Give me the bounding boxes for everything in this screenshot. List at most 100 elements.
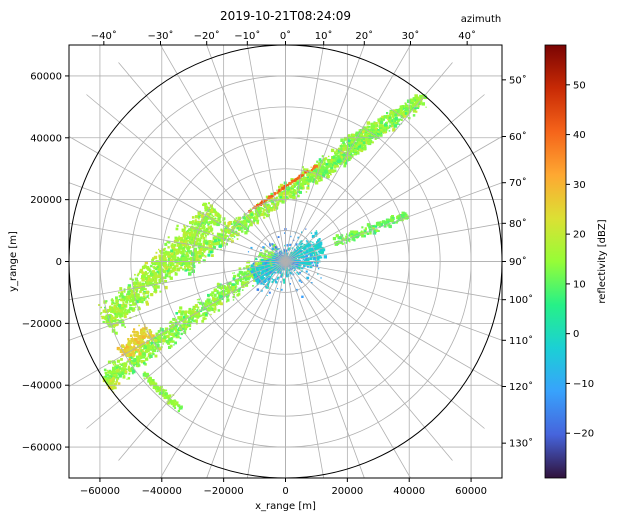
echo-pixel — [314, 231, 318, 235]
echo-pixel — [320, 167, 324, 171]
echo-pixel — [113, 368, 116, 371]
echo-pixel — [255, 273, 259, 278]
echo-pixel — [139, 335, 143, 339]
echo-pixel — [290, 191, 294, 194]
echo-pixel — [145, 302, 149, 306]
echo-pixel — [136, 348, 138, 351]
echo-pixel — [121, 362, 124, 365]
echo-pixel — [111, 373, 116, 377]
echo-pixel — [216, 289, 219, 292]
echo-pixel — [137, 309, 139, 311]
echo-pixel — [271, 243, 274, 246]
echo-pixel — [300, 240, 303, 243]
echo-pixel — [162, 394, 164, 396]
echo-pixel — [352, 148, 354, 150]
echo-pixel — [288, 197, 290, 200]
echo-pixel — [108, 375, 112, 379]
echo-pixel — [131, 308, 135, 312]
echo-pixel — [156, 386, 160, 391]
echo-pixel — [269, 195, 272, 199]
y-tick-label: −20000 — [22, 319, 62, 330]
echo-pixel — [247, 251, 250, 253]
echo-pixel — [171, 322, 175, 326]
echo-pixel — [225, 290, 227, 292]
echo-pixel — [151, 336, 154, 338]
echo-pixel — [281, 185, 284, 188]
echo-pixel — [181, 310, 184, 314]
echo-pixel — [138, 364, 141, 367]
echo-pixel — [119, 349, 124, 353]
echo-pixel — [220, 248, 222, 251]
echo-pixel — [346, 233, 348, 236]
echo-pixel — [371, 141, 374, 144]
echo-pixel — [269, 271, 272, 274]
echo-pixel — [276, 248, 279, 250]
echo-pixel — [138, 307, 141, 311]
echo-pixel — [421, 102, 425, 106]
echo-pixel — [159, 279, 163, 282]
echo-pixel — [277, 191, 279, 194]
echo-pixel — [197, 245, 201, 249]
echo-pixel — [307, 175, 311, 178]
echo-pixel — [399, 118, 401, 121]
echo-pixel — [215, 212, 218, 215]
echo-pixel — [186, 323, 189, 326]
echo-pixel — [305, 191, 308, 193]
echo-pixel — [374, 137, 377, 140]
echo-pixel — [189, 320, 192, 322]
echo-pixel — [152, 352, 155, 356]
echo-pixel — [174, 407, 177, 409]
echo-pixel — [171, 268, 174, 271]
echo-pixel — [263, 216, 266, 219]
echo-pixel — [192, 240, 195, 243]
echo-pixel — [127, 366, 131, 369]
echo-pixel — [394, 113, 397, 117]
echo-pixel — [182, 234, 187, 238]
echo-pixel — [298, 243, 300, 245]
echo-pixel — [303, 243, 307, 248]
echo-pixel — [418, 103, 421, 105]
echo-pixel — [193, 232, 196, 235]
echo-pixel — [153, 291, 155, 293]
echo-pixel — [281, 186, 284, 190]
echo-pixel — [202, 237, 206, 240]
echo-pixel — [403, 212, 407, 216]
echo-pixel — [151, 258, 154, 262]
echo-pixel — [211, 217, 214, 220]
echo-pixel — [276, 208, 278, 210]
echo-pixel — [148, 329, 152, 332]
echo-pixel — [296, 261, 300, 264]
echo-pixel — [160, 390, 162, 392]
echo-pixel — [115, 296, 118, 300]
echo-pixel — [197, 306, 200, 309]
echo-pixel — [190, 241, 193, 244]
echo-pixel — [305, 171, 307, 174]
echo-pixel — [146, 281, 150, 285]
echo-pixel — [337, 152, 339, 155]
echo-pixel — [220, 228, 223, 231]
echo-pixel — [214, 213, 218, 217]
echo-pixel — [115, 311, 118, 313]
echo-pixel — [176, 267, 181, 272]
echo-pixel — [260, 272, 263, 274]
echo-pixel — [204, 304, 207, 308]
echo-pixel — [415, 101, 419, 105]
echo-pixel — [136, 340, 140, 345]
echo-pixel — [107, 360, 112, 364]
echo-pixel — [189, 328, 191, 330]
echo-pixel — [360, 131, 363, 134]
echo-pixel — [348, 234, 351, 237]
echo-pixel — [269, 244, 272, 247]
echo-pixel — [211, 242, 215, 246]
echo-pixel — [188, 272, 192, 276]
echo-pixel — [236, 226, 239, 230]
echo-pixel — [156, 338, 161, 343]
echo-band — [106, 377, 121, 393]
echo-pixel — [171, 328, 174, 331]
echo-pixel — [197, 235, 200, 237]
echo-pixel — [202, 202, 207, 207]
echo-pixel — [188, 319, 191, 322]
echo-pixel — [271, 280, 274, 283]
echo-pixel — [345, 144, 349, 148]
echo-pixel — [207, 306, 210, 309]
